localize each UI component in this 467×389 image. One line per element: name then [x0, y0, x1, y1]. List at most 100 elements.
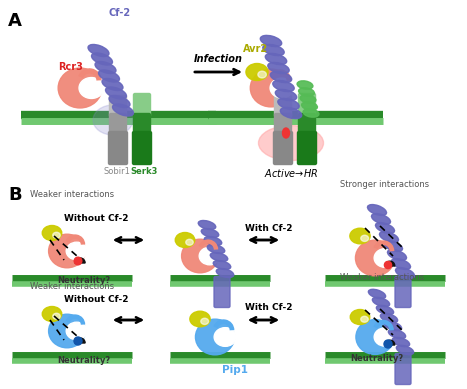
Ellipse shape: [66, 322, 87, 340]
Ellipse shape: [297, 81, 313, 89]
Ellipse shape: [376, 305, 394, 315]
Ellipse shape: [300, 95, 316, 103]
Ellipse shape: [79, 77, 104, 98]
Text: $\bf{\it{Active}}$→$\bf{\it{HR}}$: $\bf{\it{Active}}$→$\bf{\it{HR}}$: [264, 167, 318, 179]
FancyBboxPatch shape: [108, 131, 127, 165]
FancyBboxPatch shape: [395, 277, 411, 307]
Ellipse shape: [374, 249, 396, 267]
Text: Stronger interactions: Stronger interactions: [340, 180, 429, 189]
Ellipse shape: [201, 318, 209, 324]
Ellipse shape: [49, 234, 85, 268]
Ellipse shape: [210, 252, 228, 261]
FancyBboxPatch shape: [109, 96, 127, 116]
Ellipse shape: [280, 107, 302, 119]
Ellipse shape: [258, 71, 266, 78]
Text: Serk3: Serk3: [130, 167, 158, 176]
Ellipse shape: [196, 319, 234, 355]
FancyBboxPatch shape: [298, 93, 316, 116]
Ellipse shape: [106, 87, 127, 99]
Ellipse shape: [303, 109, 319, 117]
Ellipse shape: [53, 313, 60, 319]
Ellipse shape: [384, 261, 392, 268]
Ellipse shape: [113, 104, 134, 116]
FancyBboxPatch shape: [214, 277, 230, 307]
Ellipse shape: [283, 128, 290, 138]
Text: Neutrality?: Neutrality?: [57, 276, 110, 285]
Ellipse shape: [216, 268, 234, 277]
Ellipse shape: [53, 232, 60, 238]
Ellipse shape: [389, 329, 406, 339]
Ellipse shape: [88, 44, 109, 56]
Ellipse shape: [49, 314, 85, 348]
Ellipse shape: [384, 340, 392, 348]
Text: Neutrality?: Neutrality?: [57, 356, 110, 365]
Ellipse shape: [250, 69, 292, 107]
Ellipse shape: [198, 221, 216, 230]
Ellipse shape: [383, 240, 403, 251]
Ellipse shape: [298, 88, 314, 96]
Ellipse shape: [66, 242, 87, 260]
Ellipse shape: [392, 337, 410, 347]
Ellipse shape: [186, 239, 193, 245]
Text: With Cf-2: With Cf-2: [245, 224, 292, 233]
Ellipse shape: [273, 81, 294, 91]
Text: Without Cf-2: Without Cf-2: [64, 214, 128, 223]
Ellipse shape: [396, 268, 415, 279]
Text: With Cf-2: With Cf-2: [245, 303, 292, 312]
Ellipse shape: [391, 259, 410, 270]
Ellipse shape: [375, 223, 395, 233]
FancyBboxPatch shape: [395, 354, 411, 384]
Text: Neutrality?: Neutrality?: [350, 354, 403, 363]
Ellipse shape: [246, 63, 268, 81]
Ellipse shape: [58, 68, 102, 108]
Ellipse shape: [74, 337, 82, 345]
Ellipse shape: [74, 257, 82, 265]
Ellipse shape: [350, 228, 370, 244]
Ellipse shape: [380, 313, 397, 323]
Text: Cf-2: Cf-2: [109, 8, 131, 18]
Ellipse shape: [372, 297, 389, 307]
Ellipse shape: [42, 226, 62, 240]
Ellipse shape: [182, 239, 219, 273]
Text: Pip1: Pip1: [222, 365, 248, 375]
Ellipse shape: [302, 102, 318, 110]
Ellipse shape: [259, 126, 324, 161]
Ellipse shape: [190, 311, 210, 327]
Ellipse shape: [207, 245, 225, 254]
Text: Without Cf-2: Without Cf-2: [64, 296, 128, 305]
Text: Infection: Infection: [193, 54, 242, 64]
Ellipse shape: [214, 328, 236, 346]
Ellipse shape: [384, 321, 402, 331]
FancyBboxPatch shape: [275, 114, 291, 135]
Wedge shape: [385, 340, 395, 345]
Ellipse shape: [99, 70, 120, 82]
FancyBboxPatch shape: [134, 114, 150, 135]
Ellipse shape: [275, 89, 297, 101]
Ellipse shape: [270, 78, 293, 98]
Ellipse shape: [199, 247, 220, 265]
Ellipse shape: [278, 98, 299, 110]
Ellipse shape: [361, 316, 368, 322]
Text: A: A: [8, 12, 22, 30]
Ellipse shape: [102, 79, 123, 91]
FancyBboxPatch shape: [133, 131, 151, 165]
Ellipse shape: [350, 310, 370, 324]
Ellipse shape: [175, 233, 195, 247]
FancyBboxPatch shape: [297, 131, 317, 165]
Ellipse shape: [42, 307, 62, 321]
Ellipse shape: [93, 105, 133, 135]
Text: Weaker interactions: Weaker interactions: [340, 273, 424, 282]
Ellipse shape: [270, 72, 292, 82]
Ellipse shape: [213, 261, 231, 270]
FancyBboxPatch shape: [134, 93, 150, 116]
Ellipse shape: [356, 320, 394, 354]
Ellipse shape: [260, 35, 282, 47]
Text: Sobir1: Sobir1: [104, 167, 130, 176]
Ellipse shape: [361, 235, 368, 242]
Wedge shape: [75, 338, 85, 343]
FancyBboxPatch shape: [298, 114, 316, 135]
Text: Weaker interactions: Weaker interactions: [30, 282, 114, 291]
Ellipse shape: [268, 62, 289, 74]
Ellipse shape: [204, 237, 222, 245]
Wedge shape: [75, 258, 85, 263]
